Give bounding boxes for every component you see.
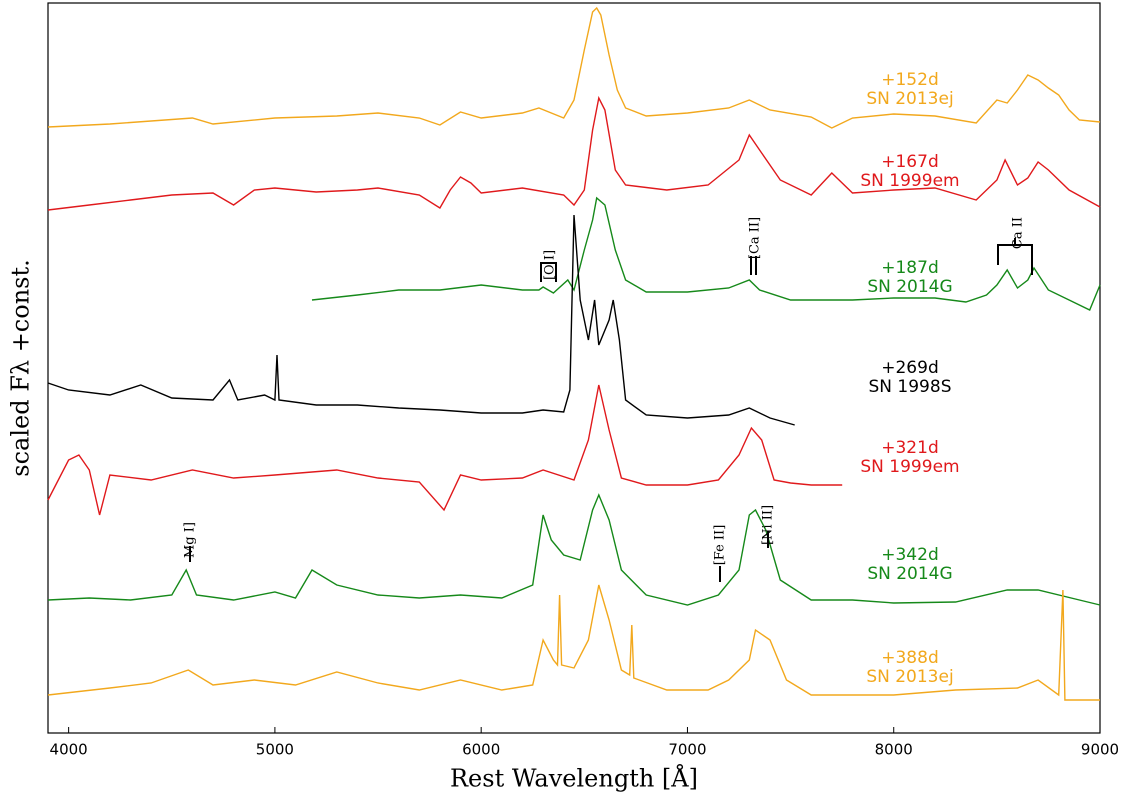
legend-phase: +388d — [881, 648, 938, 668]
legend-name: SN 1999em — [860, 171, 959, 191]
legend-phase: +167d — [881, 152, 938, 172]
line-annotation: [O I] — [543, 250, 558, 280]
x-axis-label: Rest Wavelength [Å] — [450, 764, 698, 793]
annotation-bracket — [750, 256, 757, 275]
x-tick-label: 6000 — [462, 741, 500, 759]
legend-phase: +187d — [881, 258, 938, 278]
x-tick-label: 4000 — [50, 741, 88, 759]
x-tick-label: 5000 — [256, 741, 294, 759]
spectrum-line — [47, 384, 843, 516]
legend-name: SN 2014G — [867, 277, 952, 297]
legend-phase: +321d — [881, 438, 938, 458]
line-annotation: [Ca II] — [748, 217, 763, 259]
spectrum-line — [47, 584, 1100, 701]
spectrum-line — [47, 95, 1101, 211]
line-annotation: [Fe II] — [713, 525, 728, 566]
spectrum-line — [47, 6, 1101, 129]
plot-frame — [47, 2, 1101, 734]
legend-name: SN 2014G — [867, 564, 952, 584]
y-axis-label: scaled Fλ +const. — [7, 259, 35, 476]
legend-name: SN 2013ej — [866, 667, 953, 687]
x-tick-label: 7000 — [668, 741, 706, 759]
spectrum-line — [47, 493, 1101, 606]
legend-name: SN 1999em — [860, 457, 959, 477]
legend-phase: +152d — [881, 70, 938, 90]
legend-name: SN 1998S — [869, 377, 952, 397]
annotation-bracket — [540, 262, 557, 282]
legend-name: SN 2013ej — [866, 89, 953, 109]
line-annotation: Mg I] — [183, 522, 198, 558]
legend-phase: +269d — [881, 358, 938, 378]
x-tick-label: 8000 — [875, 741, 913, 759]
spectrum-line — [47, 214, 795, 426]
legend-phase: +342d — [881, 545, 938, 565]
line-annotation: [Ni II] — [761, 505, 776, 545]
spectrum-line — [311, 196, 1101, 311]
x-tick-label: 9000 — [1081, 741, 1119, 759]
annotation-bracket — [997, 238, 1033, 275]
